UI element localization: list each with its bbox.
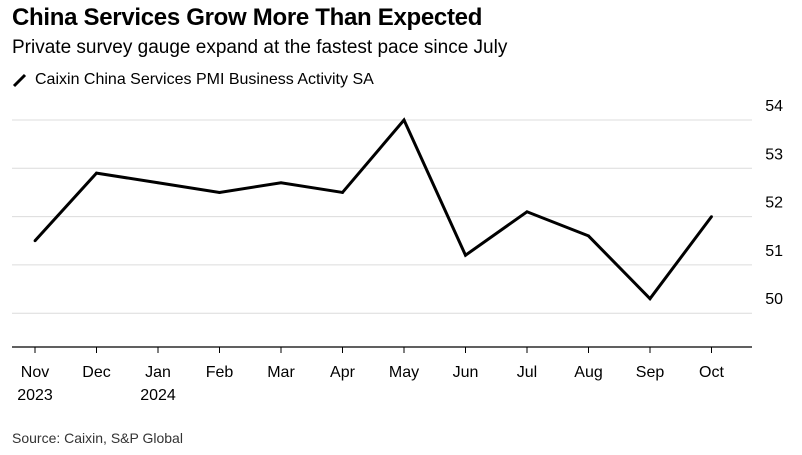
data-point	[156, 181, 160, 185]
data-point	[402, 118, 406, 122]
x-tick-label: Jul	[517, 364, 537, 381]
data-point	[279, 181, 283, 185]
x-tick-label: Oct	[699, 364, 724, 381]
x-tick-label: Mar	[267, 364, 295, 381]
data-point	[95, 171, 98, 175]
data-point	[587, 234, 590, 238]
x-tick-label: Sep	[636, 364, 665, 381]
x-tick-label: Jan	[145, 364, 171, 381]
legend-line-icon	[12, 73, 27, 88]
y-tick-label: 54	[765, 98, 783, 115]
data-point	[218, 191, 221, 194]
x-tick-label: Jun	[453, 364, 479, 381]
chart-title: China Services Grow More Than Expected	[12, 4, 483, 31]
data-point	[525, 210, 529, 214]
x-tick-label: May	[389, 364, 419, 381]
x-tick-label: Feb	[206, 364, 234, 381]
y-tick-label: 51	[765, 243, 783, 260]
x-tick-label: Apr	[330, 364, 356, 381]
y-tick-label: 53	[765, 146, 783, 163]
data-point	[648, 297, 652, 301]
data-point	[341, 191, 344, 194]
legend-label: Caixin China Services PMI Business Activ…	[35, 71, 374, 88]
x-tick-label: Aug	[574, 364, 602, 381]
data-point	[464, 253, 467, 257]
x-tick-year-label: 2024	[140, 387, 176, 404]
x-tick-label: Dec	[82, 364, 110, 381]
chart-subtitle: Private survey gauge expand at the faste…	[12, 37, 508, 58]
y-tick-label: 52	[765, 195, 783, 212]
data-point	[710, 215, 713, 218]
y-tick-label: 50	[765, 291, 783, 308]
series-line	[33, 117, 713, 302]
x-tick-year-label: 2023	[17, 387, 53, 404]
x-tick-label: Nov	[21, 364, 49, 381]
legend: Caixin China Services PMI Business Activ…	[12, 71, 374, 89]
data-point	[33, 239, 37, 243]
source-note: Source: Caixin, S&P Global	[12, 430, 183, 446]
